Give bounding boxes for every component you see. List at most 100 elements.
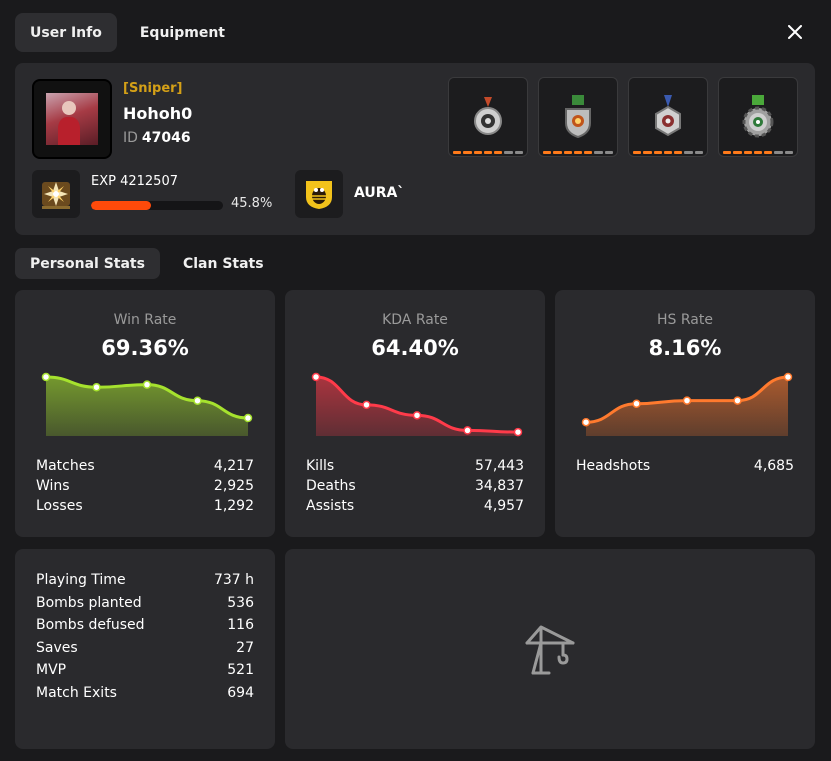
player-role: [Sniper] [123,81,183,96]
chart-point [632,399,641,408]
medal-icon [474,97,502,135]
medal-progress-segment [753,151,763,154]
chart-point [142,380,152,389]
medal-progress-segment [604,151,613,154]
exp-percent: 45.8% [231,196,273,211]
medal-progress [543,151,613,154]
tab-clan-stats[interactable]: Clan Stats [182,255,264,272]
close-button[interactable] [785,22,805,42]
chart-point [783,372,793,382]
medal-progress-segment [774,151,783,154]
exp-progress-bar [91,201,223,210]
stat-value: 4,217 [213,458,254,474]
avatar[interactable] [32,79,112,159]
chart-point [581,417,591,427]
medal-progress-segment [633,151,642,154]
chart-point [311,372,321,382]
kda-rate-chart [311,372,523,437]
medal-blue-ribbon[interactable] [628,77,708,157]
chart-point [193,396,202,405]
stat-row: MVP 521 [36,659,254,682]
clan-name[interactable]: AURA` [354,185,405,201]
medal-list [448,77,798,157]
chart-point [463,426,472,435]
stat-value: 521 [227,662,254,679]
chart-area [316,376,518,436]
stat-row: Matches 4,217 [36,456,254,476]
clan-emblem-icon[interactable] [295,170,343,218]
hs-rate-rows: Headshots 4,685 [576,456,794,476]
tab-personal-stats[interactable]: Personal Stats [15,248,160,279]
exp-progress-fill [91,201,152,210]
stat-row: Playing Time 737 h [36,569,254,592]
medal-progress [453,151,523,154]
win-rate-chart [41,372,253,436]
medal-green-ribbon[interactable] [538,77,618,157]
medal-gear[interactable] [718,77,798,157]
medal-progress-segment [463,151,472,154]
stat-label: Playing Time [36,572,126,589]
chart-point [362,400,371,410]
medal-progress-segment [584,151,593,154]
stat-label: Kills [306,458,335,474]
stat-value: 116 [227,617,254,634]
medal-progress [633,151,703,154]
chart-area [586,376,788,436]
medal-progress-segment [543,151,552,154]
medal-progress-segment [483,151,493,154]
player-id-value: 47046 [141,130,191,146]
medal-progress-segment [594,151,603,154]
medal-progress-segment [663,151,673,154]
hs-rate-card: HS Rate 8.16% Headshots 4,685 [555,290,815,537]
card-value: 69.36% [101,336,189,360]
medal-icon [742,95,774,138]
player-id: ID 47046 [123,130,191,146]
chart-point [412,411,422,420]
avatar-image [46,93,98,145]
win-rate-card: Win Rate 69.36% Matches 4,217 Wins 2,925 L… [15,290,275,537]
medal-progress-segment [643,151,652,154]
rank-icon [32,170,80,218]
medal-progress-segment [563,151,572,154]
stat-row: Deaths 34,837 [306,476,524,496]
kda-rate-card: KDA Rate 64.40% Kills 57,443 Deaths 34,837… [285,290,545,537]
stat-label: Assists [306,498,355,514]
medal-progress-segment [784,151,793,154]
win-rate-rows: Matches 4,217 Wins 2,925 Losses 1,292 [36,456,254,516]
top-tab-bar: User Info Equipment [15,13,240,52]
stat-label: Deaths [306,478,356,494]
card-title: KDA Rate [382,312,448,328]
medal-progress-segment [743,151,752,154]
stat-label: Match Exits [36,684,117,701]
card-title: Win Rate [113,312,177,328]
tab-user-info[interactable]: User Info [15,13,117,52]
medal-progress-segment [573,151,583,154]
medal-icon [565,95,591,139]
stat-label: Headshots [576,458,651,474]
chart-point [243,413,253,423]
chart-point [92,382,101,392]
kda-rate-rows: Kills 57,443 Deaths 34,837 Assists 4,957 [306,456,524,516]
stat-value: 1,292 [213,498,254,514]
medal-progress-segment [653,151,662,154]
tab-equipment[interactable]: Equipment [139,24,225,41]
stat-value: 27 [236,639,254,656]
player-id-label: ID [123,130,138,146]
medal-progress-segment [764,151,773,154]
under-construction-card [285,549,815,749]
card-value: 64.40% [371,336,459,360]
stat-row: Bombs planted 536 [36,592,254,615]
crane-icon [525,625,575,675]
stat-row: Match Exits 694 [36,682,254,705]
stat-value: 34,837 [475,478,524,494]
card-title: HS Rate [657,312,713,328]
medal-red-ribbon[interactable] [448,77,528,157]
stat-label: Saves [36,639,78,656]
hs-rate-chart [581,372,793,436]
exp-label: EXP 4212507 [91,174,178,189]
medal-progress-segment [733,151,742,154]
medal-progress-segment [684,151,693,154]
stat-value: 4,957 [483,498,524,514]
stat-row: Headshots 4,685 [576,456,794,476]
stat-value: 57,443 [475,458,524,474]
